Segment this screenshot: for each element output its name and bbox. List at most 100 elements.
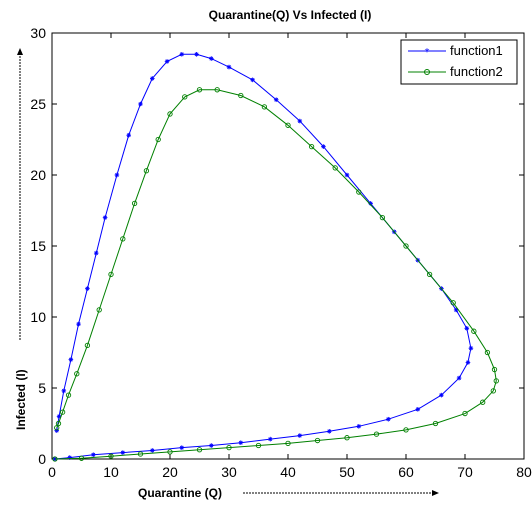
data-point-function2 [344, 435, 350, 441]
data-point-stroke [439, 393, 444, 398]
data-point-function1 [150, 76, 155, 81]
data-point-function2 [137, 451, 144, 457]
data-point-stroke [114, 173, 119, 177]
y-tick-label: 20 [30, 167, 46, 183]
data-point-function2 [143, 168, 150, 174]
data-point-function2 [131, 200, 138, 207]
data-point-stroke [209, 443, 214, 448]
data-point-stroke [150, 448, 155, 453]
x-axis-arrowhead [432, 490, 439, 496]
data-point-stroke [415, 407, 420, 412]
data-point-function2 [52, 456, 58, 462]
data-point-function2 [490, 388, 496, 394]
data-point-function1 [164, 59, 170, 64]
data-point-function1 [150, 448, 155, 453]
y-tick-label: 30 [30, 25, 46, 41]
data-point-stroke [468, 346, 473, 351]
data-point-stroke [150, 76, 155, 81]
y-axis-arrowhead [17, 48, 23, 55]
data-point-function1 [61, 388, 67, 394]
data-point-function1 [209, 56, 214, 61]
data-point-function1 [238, 440, 244, 445]
data-point-stroke [250, 77, 255, 82]
data-point-function1 [126, 132, 131, 138]
series-line-function2 [54, 89, 497, 460]
data-point-function1 [344, 172, 350, 178]
data-point-function2 [84, 342, 91, 349]
data-point-function2 [261, 104, 268, 110]
data-point-stroke [457, 376, 462, 380]
data-point-function2 [450, 300, 456, 306]
data-point-function2 [403, 243, 409, 249]
data-point-function2 [480, 399, 486, 405]
legend-label-function2: function2 [450, 64, 503, 79]
x-tick-label: 60 [398, 464, 414, 480]
data-point-stroke [356, 424, 361, 429]
x-tick-label: 70 [457, 464, 473, 480]
data-point-function1 [226, 64, 232, 70]
x-tick-label: 30 [221, 464, 237, 480]
data-point-function1 [76, 321, 81, 327]
data-point-stroke [68, 357, 73, 362]
legend-marker-function2 [424, 69, 430, 75]
legend-box [400, 39, 518, 85]
y-tick-label: 0 [38, 451, 46, 467]
data-point-function2 [78, 455, 85, 461]
data-point-function2 [167, 449, 173, 455]
data-point-function1 [93, 250, 99, 256]
data-point-function1 [273, 97, 279, 103]
legend-label-function1: function1 [450, 43, 503, 58]
y-tick-label: 25 [30, 96, 46, 112]
x-tick-label: 20 [162, 464, 178, 480]
data-point-stroke [94, 251, 99, 256]
data-point-stroke [126, 133, 131, 138]
data-point-function2 [356, 189, 362, 195]
data-point-stroke [138, 102, 143, 106]
data-point-stroke [91, 452, 96, 457]
data-point-stroke [238, 440, 243, 445]
data-point-function1 [456, 375, 462, 381]
data-point-function1 [209, 443, 214, 448]
legend-marker-function1: * [425, 47, 430, 58]
x-axis-label: Quarantine (Q) [138, 486, 222, 500]
data-point-function2 [74, 371, 80, 377]
data-point-function1 [356, 424, 362, 429]
data-point-stroke [297, 119, 302, 123]
data-point-function2 [432, 420, 439, 427]
data-point-function1 [297, 118, 303, 124]
data-point-function2 [55, 420, 62, 427]
data-point-stroke [345, 173, 349, 177]
data-point-function1 [415, 407, 421, 412]
data-point-function2 [285, 440, 291, 447]
data-point-function2 [373, 431, 380, 437]
data-point-function1 [138, 101, 143, 107]
data-point-function2 [167, 111, 173, 117]
data-point-stroke [209, 56, 214, 61]
data-point-function2 [59, 409, 66, 415]
y-axis-label: Infected (I) [14, 369, 28, 430]
data-point-stroke [464, 326, 469, 331]
data-point-function1 [250, 77, 255, 83]
data-point-function2 [65, 392, 72, 398]
data-point-function2 [255, 442, 262, 449]
data-point-stroke [227, 65, 231, 70]
data-point-stroke [386, 417, 391, 422]
data-point-function2 [108, 453, 114, 459]
data-point-stroke [85, 286, 90, 291]
x-tick-label: 40 [280, 464, 296, 480]
data-point-function2 [462, 410, 468, 417]
data-point-function2 [182, 94, 188, 100]
y-tick-label: 5 [38, 380, 46, 396]
data-point-function2 [108, 271, 114, 278]
data-point-stroke [103, 215, 108, 220]
data-point-function1 [453, 307, 459, 313]
data-point-stroke [179, 445, 184, 450]
data-point-function2 [238, 92, 244, 99]
data-point-function2 [308, 143, 315, 150]
data-point-stroke [194, 52, 199, 57]
x-tick-label: 50 [339, 464, 355, 480]
data-point-stroke [368, 201, 373, 206]
data-point-stroke [321, 144, 326, 149]
data-point-function2 [226, 444, 232, 451]
